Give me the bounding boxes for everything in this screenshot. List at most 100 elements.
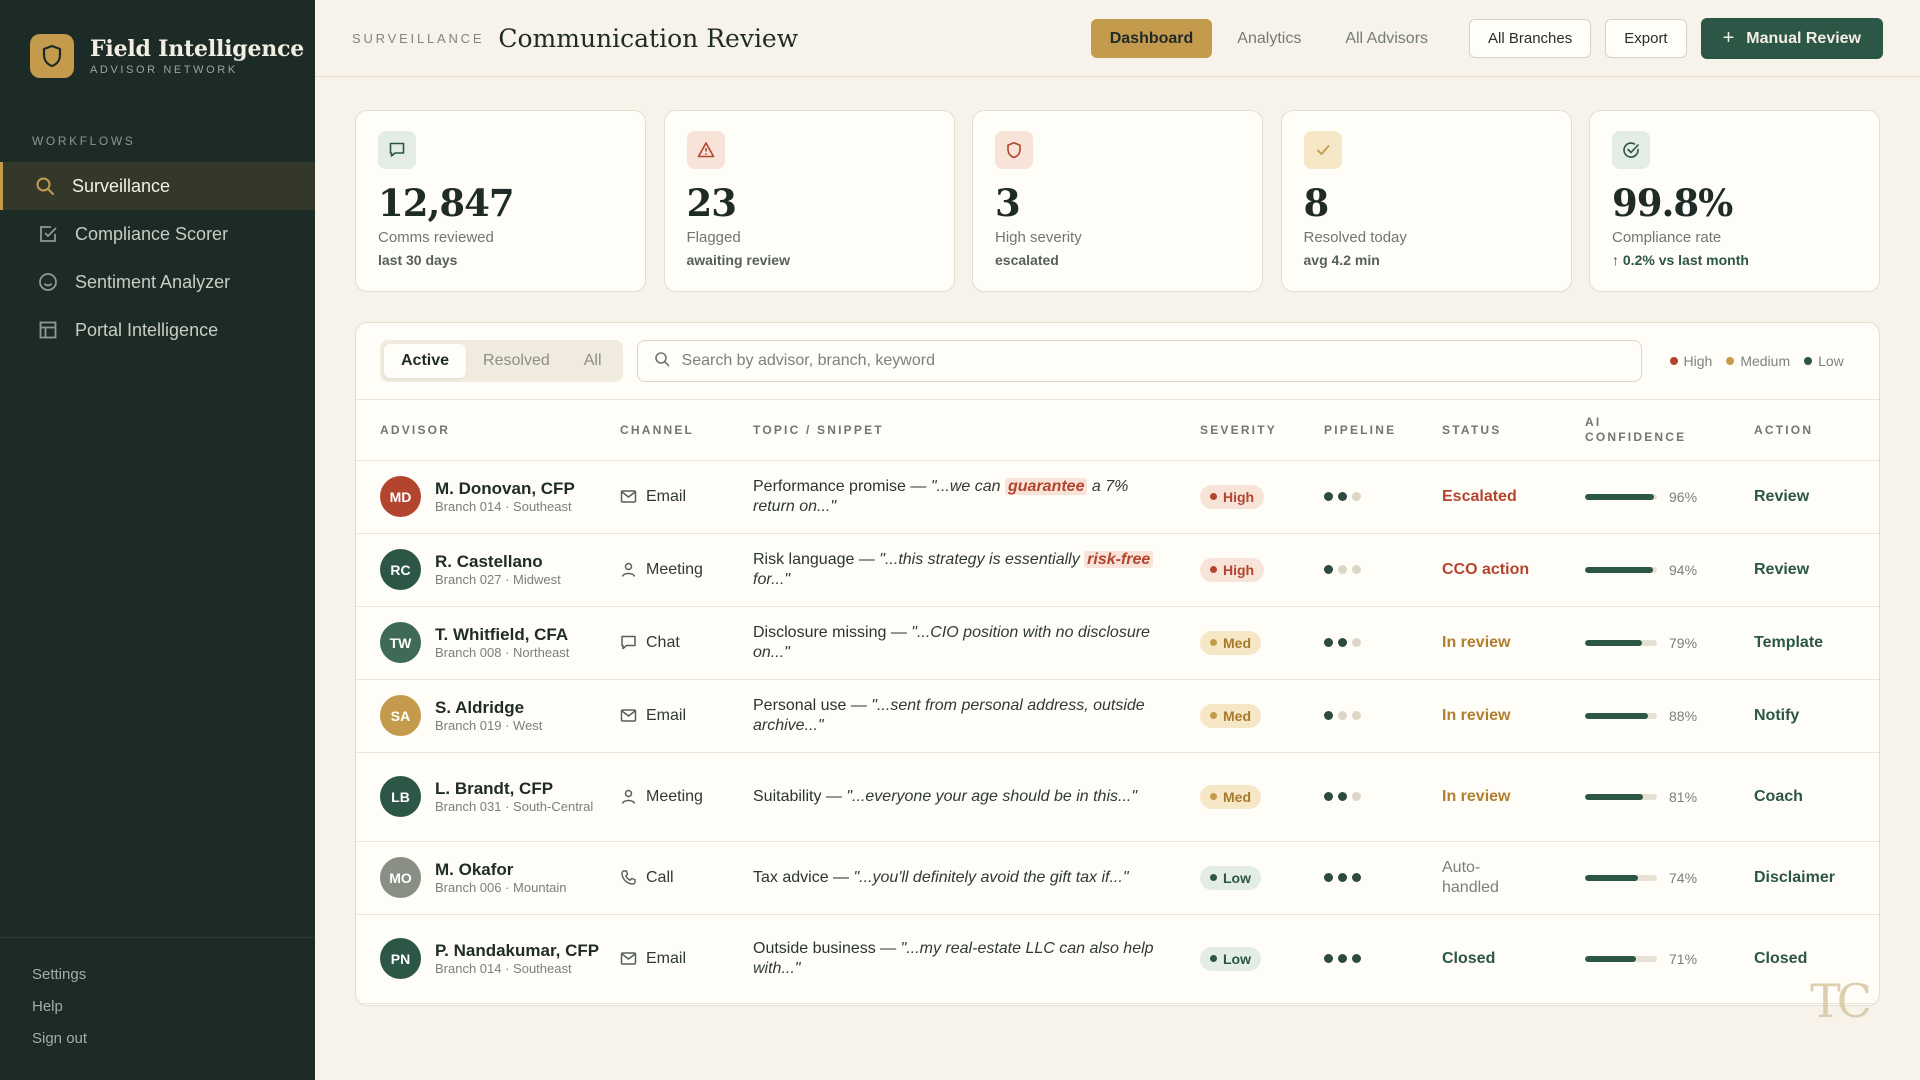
channel-label: Email [646, 949, 687, 967]
smiley-icon [37, 271, 59, 293]
advisor-name[interactable]: S. Aldridge [435, 697, 525, 717]
tab-dashboard[interactable]: Dashboard [1090, 19, 1213, 58]
row-action-button[interactable]: Review [1754, 487, 1810, 505]
severity-cell: Low [1200, 914, 1324, 1004]
severity-label: Med [1223, 707, 1251, 724]
sidebar-item-portal-intelligence[interactable]: Portal Intelligence [0, 306, 315, 354]
segment-all[interactable]: All [583, 352, 602, 369]
severity-cell: High [1200, 533, 1324, 607]
sign-out-link[interactable]: Sign out [32, 1029, 88, 1047]
status-cell: In review [1442, 606, 1585, 680]
pipeline-progress [1324, 492, 1442, 501]
tab-all-advisors[interactable]: All Advisors [1345, 29, 1429, 47]
advisor-name[interactable]: M. Okafor [435, 859, 514, 879]
export-button[interactable]: Export [1605, 19, 1687, 58]
table-row[interactable]: MO M. Okafor Branch 006 · Mountain Call Tax … [356, 841, 1879, 915]
col-confidence[interactable]: AI CONFIDENCE [1585, 400, 1754, 461]
row-action-button[interactable]: Notify [1754, 706, 1800, 724]
action-cell: Review [1754, 533, 1879, 607]
advisor-name[interactable]: P. Nandakumar, CFP [435, 940, 600, 960]
snippet-text: "...this strategy is essentially [879, 550, 1085, 568]
row-action-button[interactable]: Review [1754, 560, 1810, 578]
pipeline-step [1352, 954, 1361, 963]
status-label: Auto-handled [1442, 858, 1499, 896]
pipeline-progress [1324, 792, 1442, 801]
status-label: In review [1442, 706, 1511, 724]
stat-label: Resolved today [1303, 229, 1407, 246]
table-row[interactable]: TW T. Whitfield, CFA Branch 008 · Northeas… [356, 606, 1879, 680]
sidebar-item-compliance-scorer[interactable]: Compliance Scorer [0, 210, 315, 258]
severity-label: Med [1223, 634, 1251, 651]
review-table: ADVISOR CHANNEL TOPIC / SNIPPET SEVERITY… [356, 400, 1879, 1004]
pipeline-progress [1324, 873, 1442, 882]
avatar: SA [380, 695, 421, 736]
sidebar-item-surveillance[interactable]: Surveillance [0, 162, 315, 210]
col-pipeline[interactable]: PIPELINE [1324, 400, 1442, 461]
shield-icon [30, 34, 74, 78]
stat-sub: avg 4.2 min [1303, 252, 1380, 268]
row-action-button[interactable]: Closed [1754, 949, 1808, 967]
col-channel[interactable]: CHANNEL [620, 400, 753, 461]
confidence-value: 74% [1669, 869, 1698, 886]
advisor-name[interactable]: T. Whitfield, CFA [435, 624, 569, 644]
col-topic[interactable]: TOPIC / SNIPPET [753, 400, 1200, 461]
stat-card-comms: 12,847 Comms reviewed last 30 days [355, 110, 646, 292]
avatar: RC [380, 549, 421, 590]
table-row[interactable]: PN P. Nandakumar, CFP Branch 014 · Southea… [356, 914, 1879, 1004]
table-row[interactable]: MD M. Donovan, CFP Branch 014 · Southeast E… [356, 460, 1879, 534]
confidence-cell: 79% [1585, 606, 1754, 680]
manual-review-button[interactable]: + Manual Review [1700, 18, 1883, 59]
row-action-button[interactable]: Coach [1754, 787, 1803, 805]
pipeline-progress [1324, 711, 1442, 720]
advisor-cell: PN P. Nandakumar, CFP Branch 014 · Southea… [356, 914, 620, 1004]
advisor-name[interactable]: M. Donovan, CFP [435, 478, 575, 498]
table-row[interactable]: RC R. Castellano Branch 027 · Midwest Meeti… [356, 533, 1879, 607]
channel-cell: Chat [620, 606, 753, 680]
row-action-button[interactable]: Disclaimer [1754, 868, 1835, 886]
help-link[interactable]: Help [32, 997, 63, 1015]
pipeline-cell [1324, 533, 1442, 607]
sidebar-item-label: Compliance Scorer [75, 223, 229, 244]
advisor-name[interactable]: R. Castellano [435, 551, 543, 571]
col-severity[interactable]: SEVERITY [1200, 400, 1324, 461]
advisor-name[interactable]: L. Brandt, CFP [435, 778, 554, 798]
segment-active[interactable]: Active [384, 344, 467, 378]
tab-analytics[interactable]: Analytics [1237, 29, 1302, 47]
confidence-bar-fill [1585, 566, 1653, 573]
sidebar-item-sentiment-analyzer[interactable]: Sentiment Analyzer [0, 258, 315, 306]
row-action-button[interactable]: Template [1754, 633, 1824, 651]
pipeline-step [1352, 792, 1361, 801]
legend-medium: Medium [1726, 353, 1790, 369]
settings-link[interactable]: Settings [32, 965, 87, 983]
flagged-keyword: risk-free [1084, 550, 1154, 568]
snippet-text: "...my real-estate LLC can also help wit… [753, 939, 1154, 977]
advisor-branch: Branch 014 · Southeast [435, 960, 572, 976]
topic-cell: Personal use — "...sent from personal ad… [753, 679, 1200, 753]
search-input[interactable] [681, 352, 1582, 370]
topic-label: Performance promise — [753, 477, 927, 495]
col-action[interactable]: ACTION [1754, 400, 1879, 461]
severity-badge: Low [1200, 865, 1261, 890]
col-advisor[interactable]: ADVISOR [356, 400, 620, 461]
branch-filter-button[interactable]: All Branches [1469, 19, 1592, 58]
advisor-cell: SA S. Aldridge Branch 019 · West [356, 679, 620, 753]
stat-value: 12,847 [378, 181, 515, 225]
col-status[interactable]: STATUS [1442, 400, 1585, 461]
phone-icon [620, 869, 638, 887]
table-row[interactable]: SA S. Aldridge Branch 019 · West Email Perso… [356, 679, 1879, 753]
stat-label: Compliance rate [1612, 229, 1722, 246]
stat-sub: ↑ 0.2% vs last month [1612, 252, 1857, 268]
severity-label: Med [1223, 788, 1251, 805]
channel-cell: Meeting [620, 533, 753, 607]
confidence-bar [1585, 793, 1657, 800]
table-row[interactable]: LB L. Brandt, CFP Branch 031 · South-Centr… [356, 752, 1879, 842]
manual-review-label: Manual Review [1746, 29, 1861, 47]
pipeline-progress [1324, 954, 1442, 963]
severity-legend: High Medium Low [1656, 353, 1844, 369]
channel-cell: Email [620, 914, 753, 1004]
sidebar-item-label: Surveillance [72, 175, 171, 196]
pipeline-step [1352, 873, 1361, 882]
plus-icon: + [1722, 27, 1735, 49]
pipeline-progress [1324, 638, 1442, 647]
segment-resolved[interactable]: Resolved [483, 352, 550, 369]
